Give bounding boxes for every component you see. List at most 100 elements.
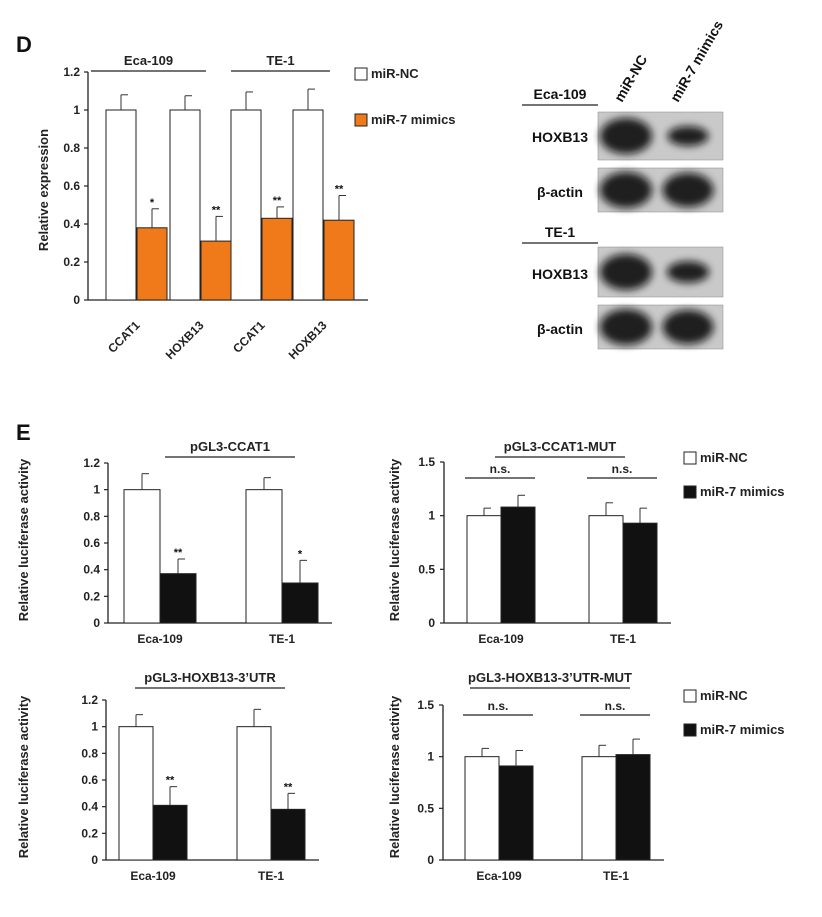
ns-label: n.s. [490,462,511,476]
legend-swatch [683,451,697,465]
significance-mark: ** [166,775,175,787]
blot-band [600,309,652,345]
category-label: Eca-109 [137,632,183,646]
blot-band [666,261,710,283]
y-tick-label: 1.2 [81,693,98,707]
y-tick-label: 0.4 [83,563,100,577]
category-label: Eca-109 [476,869,522,883]
bar-mir-7-mimics [200,240,232,301]
bar-mir-7-mimics [622,522,658,624]
significance-mark: ** [284,781,293,793]
chart-e-ccat1: 0 0.2 0.4 0.6 0.8 1 1.2 Relative luciferase act… [16,439,332,646]
category-label: TE-1 [258,869,284,883]
chart-e-hoxb13-utr: 0 0.2 0.4 0.6 0.8 1 1.2 Relative luciferase act… [16,670,319,883]
y-tick-label: 0.6 [63,179,80,193]
blot-cell-line-label: TE-1 [545,224,576,240]
bar-mir-7-mimics [281,582,319,624]
legend-swatch [683,723,697,737]
chart-title: pGL3-CCAT1-MUT [504,439,616,454]
significance-mark: * [150,197,155,209]
blot-row-label: β-actin [537,184,583,200]
y-tick-label: 1 [93,483,100,497]
y-tick-label: 1.5 [418,455,435,469]
chart-title: pGL3-CCAT1 [190,439,270,454]
y-axis-label: Relative expression [36,129,51,251]
blot-cell-line-label: Eca-109 [534,86,587,102]
legend-swatch [683,689,697,703]
y-tick-label: 0 [428,616,435,630]
chart-e-hoxb13-utr-mut: 0 0.5 1 1.5 Relative luciferase activity Eca-… [387,670,785,883]
y-axis-label: Relative luciferase activity [387,458,402,621]
y-tick-label: 1 [427,750,434,764]
chart-d: 0 0.2 0.4 0.6 0.8 1 1.2 Relative expression * CCA… [36,53,456,362]
panel-e-letter: E [16,420,31,445]
bar-mir-nc [464,756,500,861]
bar-mir-nc [230,109,262,301]
category-label: CCAT1 [105,318,143,356]
legend-label: miR-7 mimics [700,722,785,737]
ns-label: n.s. [488,699,509,713]
legend-label: miR-7 mimics [371,112,456,127]
y-tick-label: 0.4 [81,800,98,814]
bar-mir-7-mimics [498,765,534,861]
bar-mir-nc [169,109,201,301]
bar-mir-7-mimics [152,804,188,861]
y-tick-label: 1.5 [417,698,434,712]
y-axis-label: Relative luciferase activity [16,458,31,621]
y-tick-label: 0.8 [83,509,100,523]
blot-band [600,254,652,290]
blot-row-label: β-actin [537,321,583,337]
blot-column-label: miR-NC [611,52,651,104]
bar-mir-7-mimics [270,808,306,861]
bar-mir-7-mimics [136,227,168,301]
bar-mir-nc [123,489,161,624]
category-label: Eca-109 [478,632,524,646]
y-tick-label: 0.8 [81,746,98,760]
y-axis-label: Relative luciferase activity [16,695,31,858]
y-tick-label: 0 [73,293,80,307]
chart-title: pGL3-HOXB13-3’UTR [144,670,276,685]
bar-mir-nc [236,726,272,861]
group-label: Eca-109 [124,53,173,68]
bar-mir-nc [466,515,502,624]
significance-mark: ** [335,184,344,196]
category-label: TE-1 [603,869,629,883]
ns-label: n.s. [605,699,626,713]
western-blot: miR-NC miR-7 mimics Eca-109 TE-1 HOXB13 β-act… [522,17,726,350]
legend-label: miR-7 mimics [700,484,785,499]
legend-swatch [354,67,368,81]
y-tick-label: 0 [93,616,100,630]
blot-band [667,126,709,146]
significance-mark: ** [174,547,183,559]
y-tick-label: 0.5 [417,801,434,815]
bar-mir-nc [588,515,624,624]
y-tick-label: 0.6 [81,773,98,787]
blot-band [662,172,714,208]
y-tick-label: 1 [91,720,98,734]
category-label: TE-1 [269,632,295,646]
bar-mir-nc [105,109,137,301]
category-label: HOXB13 [286,318,330,362]
y-tick-label: 0.8 [63,141,80,155]
category-label: CCAT1 [230,318,268,356]
category-label: TE-1 [610,632,636,646]
blot-band [662,309,714,345]
blot-row-label: HOXB13 [532,129,588,145]
y-tick-label: 0.2 [81,826,98,840]
group-label: TE-1 [266,53,294,68]
y-tick-label: 1.2 [83,456,100,470]
bar-mir-7-mimics [500,506,536,624]
y-tick-label: 0.2 [63,255,80,269]
legend-label: miR-NC [700,450,748,465]
legend-swatch [683,485,697,499]
bar-mir-nc [292,109,324,301]
significance-mark: * [298,548,303,560]
y-tick-label: 0 [427,853,434,867]
bar-mir-7-mimics [323,219,355,301]
panel-d-letter: D [16,32,32,57]
legend-label: miR-NC [371,66,419,81]
legend-label: miR-NC [700,688,748,703]
category-label: HOXB13 [163,318,207,362]
y-tick-label: 0.2 [83,589,100,603]
